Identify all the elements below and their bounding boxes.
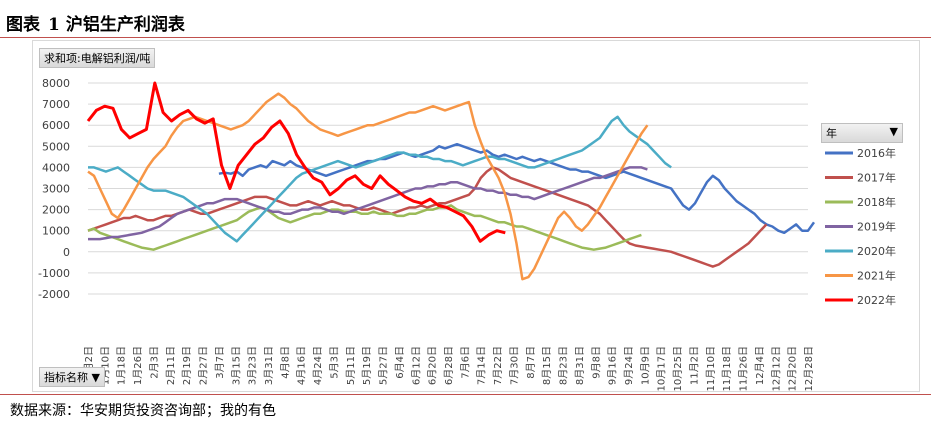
series-line — [87, 92, 649, 281]
x-tick-label: 4月16日 — [296, 346, 308, 385]
x-tick-label: 1月18日 — [116, 346, 128, 385]
y-tick-label: -2000 — [38, 288, 70, 301]
x-tick-label: 5月11日 — [345, 346, 357, 385]
series-line — [88, 166, 648, 241]
title-rule — [0, 37, 931, 38]
x-tick-label: 7月30日 — [508, 346, 520, 385]
x-tick-label: 4月8日 — [279, 346, 291, 379]
y-tick-label: 4000 — [42, 161, 70, 174]
gridlines — [88, 82, 808, 295]
x-tick-label: 10月25日 — [672, 346, 684, 391]
x-tick-label: 12月12日 — [770, 346, 782, 391]
figure-title-number: 1 — [48, 15, 60, 35]
figure-title-text: 沪铝生产利润表 — [65, 15, 185, 35]
x-tick-label: 5月19日 — [361, 346, 373, 385]
x-tick-label: 3月7日 — [214, 346, 226, 379]
x-tick-label: 9月16日 — [607, 346, 619, 385]
legend-label: 2019年 — [857, 220, 896, 234]
y-tick-label: 5000 — [42, 140, 70, 153]
x-tick-label: 2月11日 — [165, 346, 177, 385]
line-chart[interactable]: 8000 7000 6000 5000 4000 3000 2000 1000 0 -1000 -2… — [33, 41, 919, 391]
category-field-button[interactable]: 指标名称 ▼ — [39, 367, 105, 387]
legend-label: 2017年 — [857, 171, 896, 185]
x-tick-label: 12月4日 — [754, 346, 766, 385]
x-tick-label: 3月23日 — [247, 346, 259, 385]
x-tick-label: 8月23日 — [558, 346, 570, 385]
y-tick-label: 0 — [63, 246, 70, 259]
legend-label: 2020年 — [857, 244, 896, 258]
x-tick-label: 8月15日 — [541, 346, 553, 385]
footer-rule — [0, 394, 931, 395]
x-tick-label: 2月19日 — [181, 346, 193, 385]
x-tick-label: 5月3日 — [328, 346, 340, 379]
x-tick-label: 4月24日 — [312, 346, 324, 385]
y-tick-label: 1000 — [42, 225, 70, 238]
x-tick-label: 12月20日 — [787, 346, 799, 391]
x-tick-label: 3月15日 — [230, 346, 242, 385]
y-tick-label: 7000 — [42, 98, 70, 111]
value-field-button[interactable]: 求和项:电解铝利润/吨 — [39, 48, 156, 68]
chevron-down-icon: ▼ — [889, 125, 898, 138]
series-line — [88, 115, 672, 243]
x-tick-label: 6月20日 — [427, 346, 439, 385]
x-tick-label: 7月6日 — [459, 346, 471, 379]
x-tick-label: 5月27日 — [378, 346, 390, 385]
legend-label: 2021年 — [857, 269, 896, 283]
source-note: 数据来源：华安期货投资咨询部；我的有色 — [10, 403, 276, 419]
legend-label: 2022年 — [857, 293, 896, 307]
x-tick-label: 6月28日 — [443, 346, 455, 385]
pivot-chart-frame[interactable]: 8000 7000 6000 5000 4000 3000 2000 1000 0 -1000 -2… — [32, 40, 920, 392]
x-tick-label: 8月7日 — [525, 346, 537, 379]
y-tick-label: -1000 — [38, 267, 70, 280]
legend-label: 2016年 — [857, 146, 896, 160]
x-tick-label: 6月4日 — [394, 346, 406, 379]
figure-title: 图表 1 沪铝生产利润表 — [6, 10, 185, 35]
y-tick-label: 6000 — [42, 119, 70, 132]
y-tick-label: 2000 — [42, 204, 70, 217]
x-tick-label: 7月22日 — [492, 346, 504, 385]
series-line — [87, 166, 768, 268]
category-field-label: 指标名称 — [44, 371, 88, 384]
y-tick-labels: 8000 7000 6000 5000 4000 3000 2000 1000 0 -1000 -2… — [38, 77, 70, 301]
series-line — [218, 142, 816, 235]
x-tick-label: 12月28日 — [803, 346, 815, 391]
x-tick-label: 11月2日 — [688, 346, 700, 385]
series-line — [86, 81, 506, 243]
x-tick-label: 11月18日 — [721, 346, 733, 391]
x-tick-labels: 1月2日 1月10日 1月18日 1月26日 2月3日 2月11日 2月19日 2月27日 3月… — [83, 346, 815, 391]
legend-label: 2018年 — [857, 195, 896, 209]
y-tick-label: 8000 — [42, 77, 70, 90]
y-tick-label: 3000 — [42, 183, 70, 196]
series-lines — [86, 81, 816, 281]
series-line — [87, 204, 642, 251]
series-field-label: 年 — [826, 127, 837, 140]
x-tick-label: 9月24日 — [623, 346, 635, 385]
legend: 2016年 2017年 2018年 2019年 2020年 2021年 2022年 — [825, 146, 896, 307]
x-tick-label: 9月8日 — [590, 346, 602, 379]
x-tick-label: 2月27日 — [198, 346, 210, 385]
x-tick-label: 11月10日 — [705, 346, 717, 391]
x-tick-label: 3月31日 — [263, 346, 275, 385]
x-tick-label: 7月14日 — [476, 346, 488, 385]
x-tick-label: 11月26日 — [738, 346, 750, 391]
figure-title-prefix: 图表 — [6, 15, 40, 35]
x-tick-label: 10月17日 — [656, 346, 668, 391]
x-tick-label: 2月3日 — [148, 346, 160, 379]
x-tick-label: 10月9日 — [639, 346, 651, 385]
x-tick-label: 1月26日 — [132, 346, 144, 385]
x-tick-label: 6月12日 — [410, 346, 422, 385]
x-tick-label: 8月31日 — [574, 346, 586, 385]
chevron-down-icon: ▼ — [91, 371, 100, 384]
series-field-button[interactable]: 年 ▼ — [821, 123, 903, 143]
